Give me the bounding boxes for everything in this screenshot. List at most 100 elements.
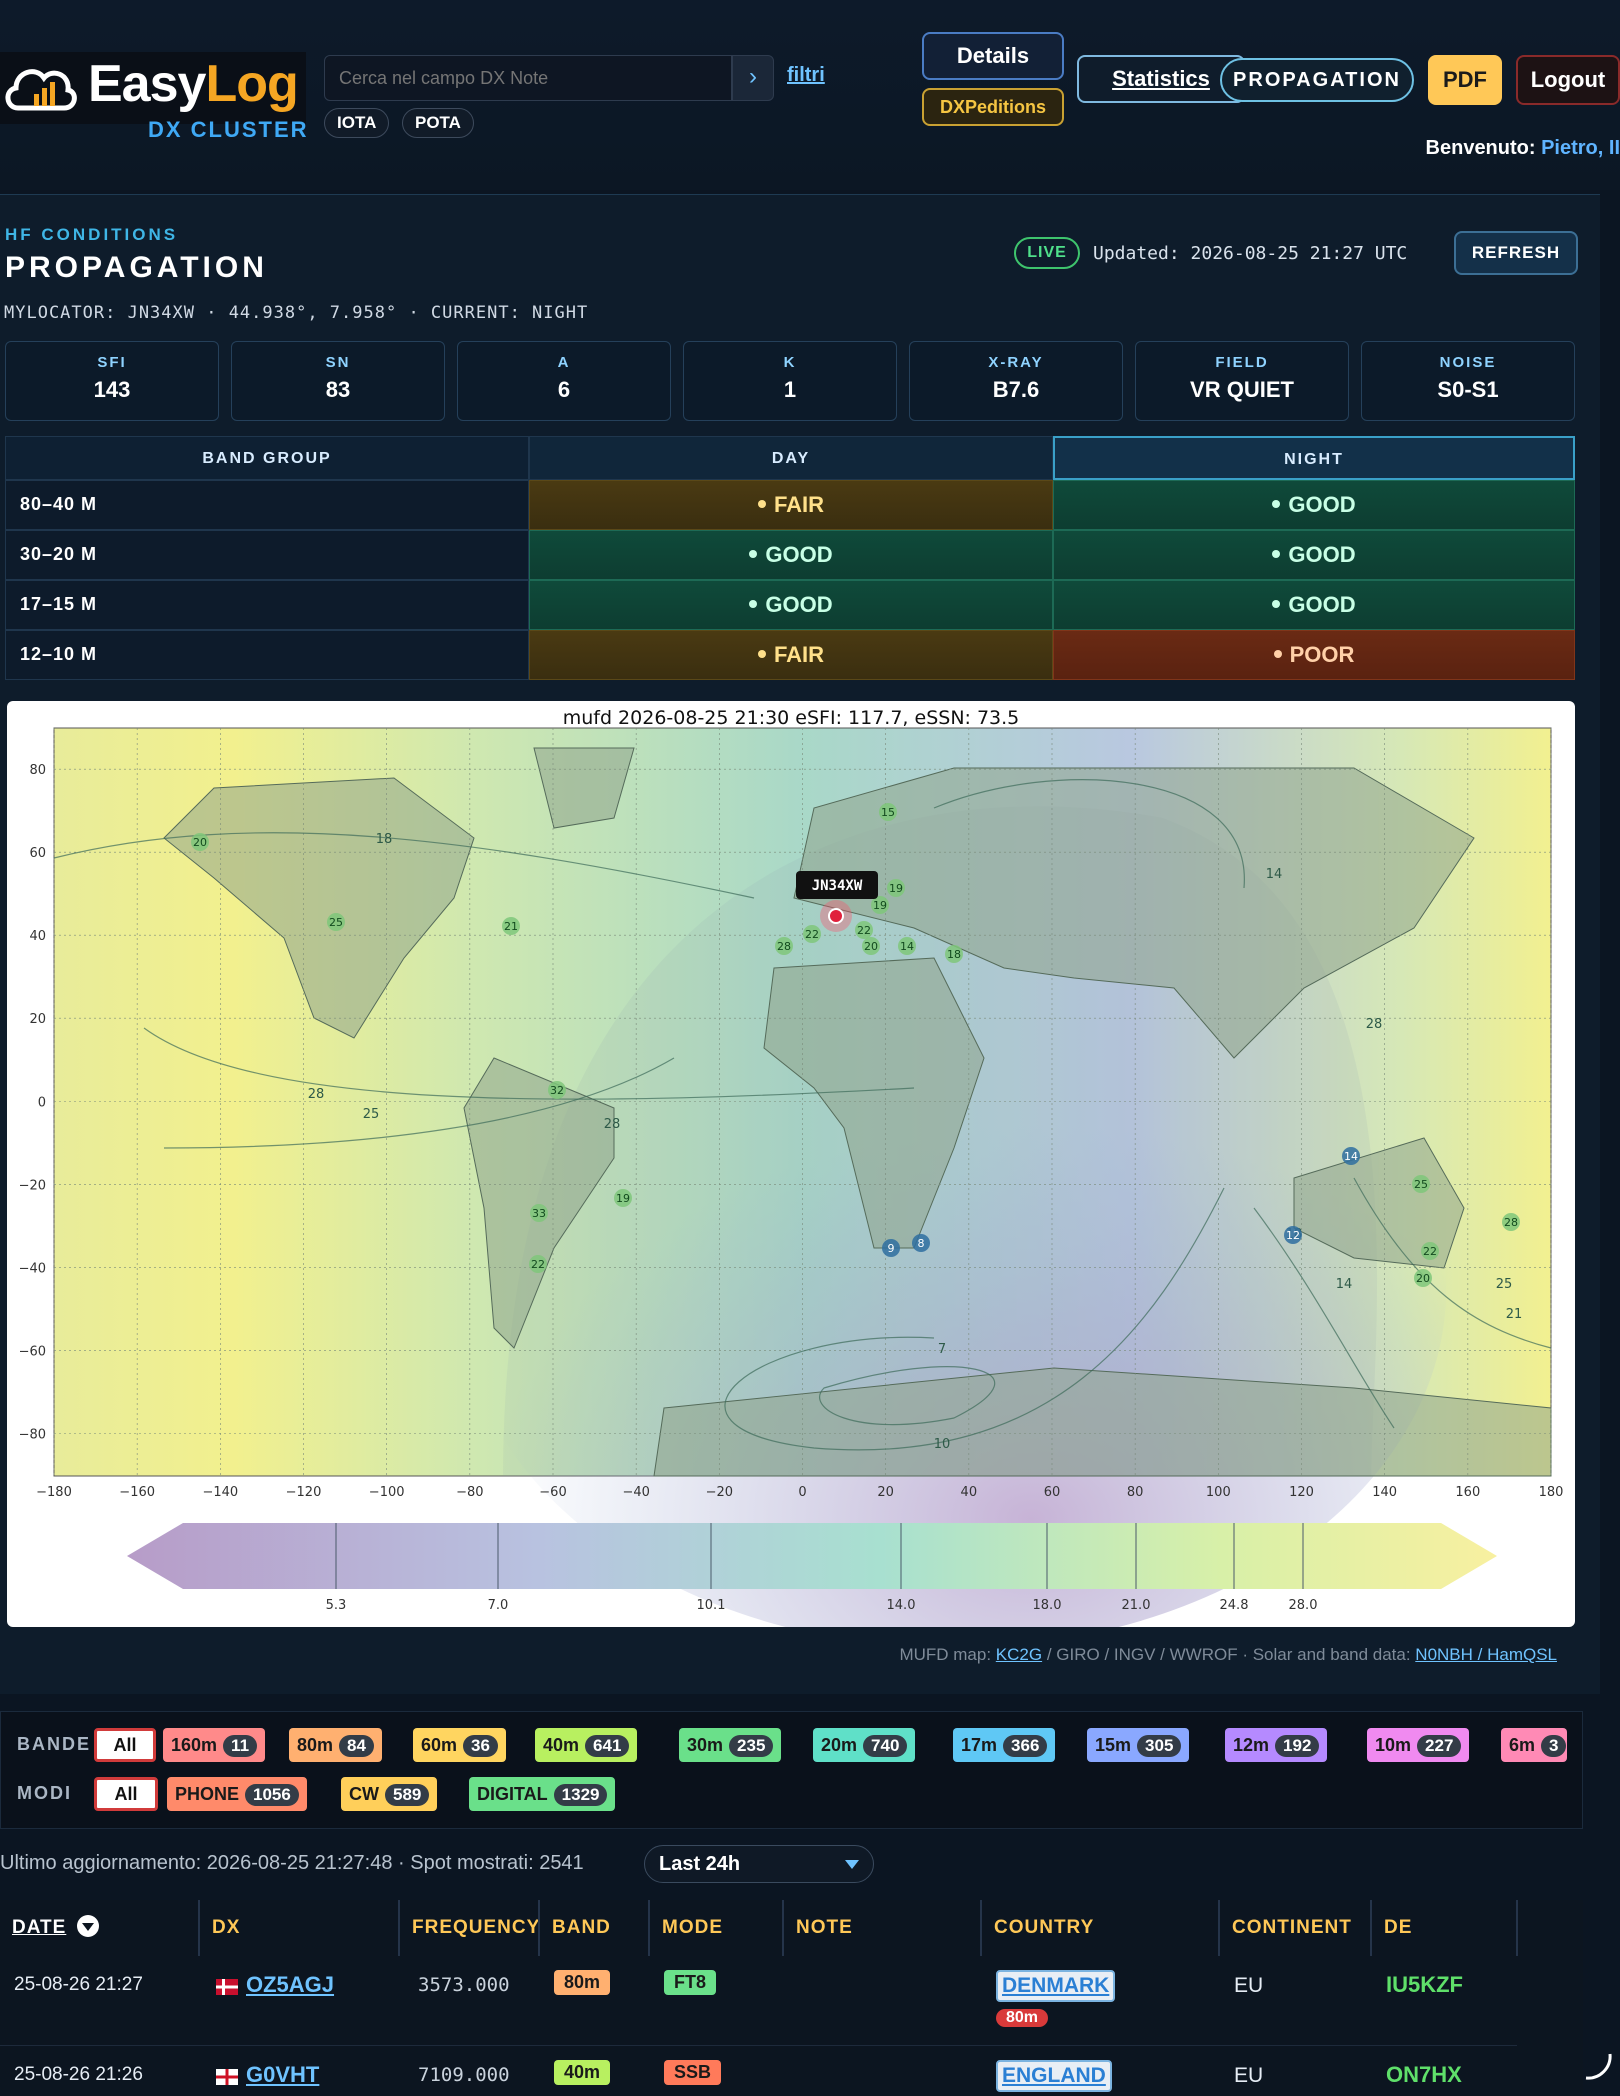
live-badge: LIVE <box>1014 237 1080 269</box>
search-submit-button[interactable]: › <box>732 55 774 101</box>
sort-desc-icon[interactable] <box>76 1914 99 1937</box>
band-filter-10m[interactable]: 10m 227 <box>1367 1728 1470 1762</box>
contour-label: 14 <box>1336 1277 1353 1292</box>
colorbar-tick-label: 21.0 <box>1122 1598 1151 1613</box>
refresh-button[interactable]: REFRESH <box>1454 231 1578 275</box>
contour-label: 28 <box>1366 1017 1383 1032</box>
station-marker <box>898 937 916 955</box>
mode-filter-digital[interactable]: DIGITAL 1329 <box>469 1777 616 1811</box>
updated-timestamp: Updated: 2026-08-25 21:27 UTC <box>1093 243 1408 264</box>
station-marker <box>879 803 897 821</box>
y-tick-label: 40 <box>29 929 46 944</box>
column-header-de[interactable]: DE <box>1372 1900 1518 1956</box>
propagation-button[interactable]: PROPAGATION <box>1220 58 1414 102</box>
x-tick-label: 60 <box>1044 1485 1061 1500</box>
band-filter-17m[interactable]: 17m 366 <box>953 1728 1056 1762</box>
locator-info: MYLOCATOR: JN34XW · 44.938°, 7.958° · CU… <box>4 303 589 323</box>
dxpeditions-button[interactable]: DXPeditions <box>922 88 1064 126</box>
band-filter-20m[interactable]: 20m 740 <box>813 1728 916 1762</box>
x-tick-label: 40 <box>961 1485 978 1500</box>
column-header-frequency[interactable]: FREQUENCY <box>400 1900 540 1956</box>
column-header-continent[interactable]: CONTINENT <box>1220 1900 1372 1956</box>
column-header-band[interactable]: BAND <box>540 1900 650 1956</box>
band-filter-12m[interactable]: 12m 192 <box>1225 1728 1328 1762</box>
iota-tag-button[interactable]: IOTA <box>324 108 390 138</box>
spot-date: 25-08-26 21:27 <box>14 1974 143 1995</box>
search-input[interactable] <box>324 55 732 101</box>
colorbar-tick-label: 24.8 <box>1220 1598 1249 1613</box>
denmark-flag-icon <box>216 1978 238 1995</box>
band-filter-15m[interactable]: 15m 305 <box>1087 1728 1190 1762</box>
spot-frequency: 3573.000 <box>418 1974 510 1996</box>
europe-asia-shape <box>793 767 1475 1059</box>
statistics-button[interactable]: Statistics <box>1077 55 1245 103</box>
x-tick-label: 180 <box>1539 1485 1564 1500</box>
station-value: 28 <box>1504 1216 1518 1229</box>
filters-link[interactable]: filtri <box>787 64 825 86</box>
spot-band: 80m <box>554 1970 611 1995</box>
station-value: 19 <box>616 1192 630 1205</box>
status-dot-icon <box>757 650 766 659</box>
x-tick-label: 160 <box>1455 1485 1480 1500</box>
contour-label: 28 <box>604 1117 621 1132</box>
details-button[interactable]: Details <box>922 32 1064 80</box>
spot-country[interactable]: DENMARK 80m <box>996 1970 1116 2028</box>
column-header-note[interactable]: NOTE <box>784 1900 982 1956</box>
column-header-mode[interactable]: MODE <box>650 1900 784 1956</box>
spot-de[interactable]: IU5KZF <box>1386 1972 1463 1997</box>
kc2g-link[interactable]: KC2G <box>995 1645 1043 1664</box>
station-value: 8 <box>918 1237 925 1250</box>
band-filter-30m[interactable]: 30m 235 <box>679 1728 782 1762</box>
x-tick-label: −20 <box>706 1485 733 1500</box>
band-filter-60m[interactable]: 60m 36 <box>413 1728 506 1762</box>
mode-filter-all[interactable]: All <box>94 1777 158 1811</box>
column-header-date[interactable]: DATE <box>0 1900 200 1956</box>
station-marker <box>530 1204 548 1222</box>
band-filter-all[interactable]: All <box>94 1728 156 1762</box>
band-filter-40m[interactable]: 40m 641 <box>535 1728 638 1762</box>
colorbar-tick-label: 10.1 <box>697 1598 726 1613</box>
country-band-badge: 80m <box>996 2009 1049 2027</box>
band-group-label: 30–20 M <box>5 530 529 580</box>
x-tick-label: 20 <box>877 1485 894 1500</box>
spot-band: 40m <box>554 2060 611 2085</box>
locator-label-box <box>796 871 878 899</box>
station-value: 19 <box>889 882 903 895</box>
band-group-label: 17–15 M <box>5 580 529 630</box>
table-row[interactable]: 25-08-26 21:27 OZ5AGJ 3573.000 80m FT8 DENMAR… <box>0 1956 1517 2046</box>
time-range-select[interactable]: Last 24h <box>644 1845 874 1883</box>
mode-filter-phone[interactable]: PHONE 1056 <box>167 1777 307 1811</box>
contour-line <box>1253 1207 1395 1429</box>
loading-spinner-icon <box>1585 2053 1612 2080</box>
table-row[interactable]: 25-08-26 21:26 G0VHT 7109.000 40m SSB ENGLAND… <box>0 2046 1517 2096</box>
band-filter-80m[interactable]: 80m 84 <box>289 1728 382 1762</box>
spot-frequency: 7109.000 <box>418 2064 510 2086</box>
mufd-map: mufd 2026-08-25 21:30 eSFI: 117.7, eSSN:… <box>7 701 1575 1627</box>
station-value: 20 <box>1416 1272 1430 1285</box>
stat-card-sn: SN 83 <box>231 341 445 421</box>
day-condition: GOOD <box>529 580 1053 630</box>
spot-continent: EU <box>1234 2064 1264 2087</box>
band-filter-6m[interactable]: 6m 3 <box>1501 1728 1567 1762</box>
user-link[interactable]: Pietro, II <box>1541 137 1620 159</box>
band-filter-160m[interactable]: 160m 11 <box>163 1728 266 1762</box>
mode-filter-cw[interactable]: CW 589 <box>341 1777 438 1811</box>
station-marker <box>548 1081 566 1099</box>
logout-button[interactable]: Logout <box>1516 55 1620 105</box>
hamqsl-link[interactable]: N0NBH / HamQSL <box>1415 1645 1557 1664</box>
pdf-button[interactable]: PDF <box>1428 55 1502 105</box>
station-marker <box>1284 1226 1302 1244</box>
spot-dx[interactable]: G0VHT <box>216 2062 319 2088</box>
night-condition: GOOD <box>1053 480 1575 530</box>
contour-label: 25 <box>363 1107 380 1122</box>
station-value: 9 <box>888 1242 895 1255</box>
spot-dx[interactable]: OZ5AGJ <box>216 1972 334 1998</box>
pota-tag-button[interactable]: POTA <box>402 108 474 138</box>
day-condition: FAIR <box>529 630 1053 680</box>
column-header-country[interactable]: COUNTRY <box>982 1900 1220 1956</box>
app-header: EasyLog DX CLUSTER › filtri IOTA POTA De… <box>0 0 1620 190</box>
spot-country[interactable]: ENGLAND <box>996 2060 1112 2092</box>
spot-de[interactable]: ON7HX <box>1386 2062 1462 2087</box>
locator-marker-icon <box>828 908 844 924</box>
column-header-dx[interactable]: DX <box>200 1900 400 1956</box>
